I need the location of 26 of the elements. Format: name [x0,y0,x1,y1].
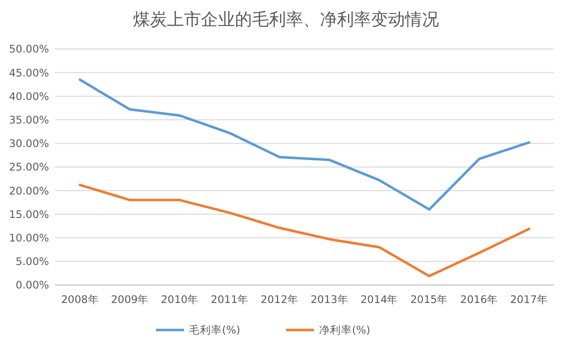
x-tick-label: 2011年 [210,294,249,306]
x-tick-label: 2008年 [61,294,99,306]
y-tick-label: 35.00% [8,114,50,126]
y-tick-label: 20.00% [8,185,50,198]
y-tick-label: 0.00% [16,280,50,292]
x-tick-label: 2014年 [360,294,398,306]
legend-label: 净利率(%) [319,324,370,337]
y-tick-label: 10.00% [8,232,50,244]
y-tick-label: 50.00% [8,44,50,56]
y-tick-label: 15.00% [8,208,50,221]
y-tick-label: 30.00% [8,138,50,150]
x-tick-label: 2012年 [260,294,298,306]
chart-title: 煤炭上市企业的毛利率、净利率变动情况 [133,10,439,30]
y-tick-label: 45.00% [8,67,50,80]
x-tick-label: 2017年 [510,294,548,306]
x-tick-label: 2013年 [310,294,348,306]
x-tick-label: 2015年 [410,294,448,306]
x-tick-label: 2009年 [110,294,149,306]
y-tick-label: 40.00% [8,90,50,103]
y-tick-label: 5.00% [16,256,50,268]
legend-label: 毛利率(%) [189,324,240,337]
x-tick-label: 2016年 [460,294,498,306]
line-series [78,184,530,278]
x-tick-label: 2010年 [160,294,199,306]
line-series [78,78,530,211]
y-tick-label: 25.00% [8,162,50,174]
